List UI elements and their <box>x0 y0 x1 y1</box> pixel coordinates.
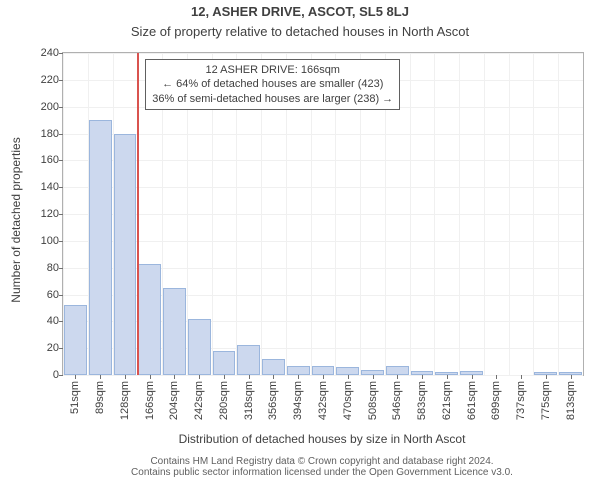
y-tick-label: 160 <box>41 154 59 166</box>
footnote-line-2: Contains public sector information licen… <box>62 467 582 478</box>
x-tick-label: 432sqm <box>317 381 329 420</box>
marker-line <box>137 53 139 375</box>
gridline-h <box>63 160 583 161</box>
x-tick-label: 813sqm <box>565 381 577 420</box>
x-tick-mark <box>422 375 423 379</box>
y-tick-label: 60 <box>47 289 59 301</box>
x-tick-mark <box>373 375 374 379</box>
x-tick-mark <box>472 375 473 379</box>
gridline-h <box>63 53 583 54</box>
y-tick-mark <box>59 375 63 376</box>
footnote-line-1: Contains HM Land Registry data © Crown c… <box>62 456 582 467</box>
annotation-box: 12 ASHER DRIVE: 166sqm← 64% of detached … <box>145 59 400 110</box>
histogram-bar <box>312 366 335 375</box>
gridline-v <box>410 53 411 375</box>
x-tick-mark <box>249 375 250 379</box>
y-tick-label: 200 <box>41 101 59 113</box>
x-tick-mark <box>125 375 126 379</box>
x-tick-label: 280sqm <box>218 381 230 420</box>
x-tick-mark <box>546 375 547 379</box>
chart-container: 12, ASHER DRIVE, ASCOT, SL5 8LJ Size of … <box>0 0 600 500</box>
x-tick-label: 775sqm <box>540 381 552 420</box>
x-tick-label: 166sqm <box>144 381 156 420</box>
gridline-v <box>459 53 460 375</box>
y-tick-label: 140 <box>41 181 59 193</box>
y-tick-label: 20 <box>47 342 59 354</box>
y-tick-label: 240 <box>41 47 59 59</box>
x-tick-label: 128sqm <box>119 381 131 420</box>
annotation-line: ← 64% of detached houses are smaller (42… <box>152 77 393 91</box>
gridline-h <box>63 187 583 188</box>
y-tick-label: 180 <box>41 128 59 140</box>
histogram-bar <box>64 305 87 375</box>
x-tick-label: 394sqm <box>292 381 304 420</box>
histogram-bar <box>287 366 310 375</box>
x-tick-mark <box>150 375 151 379</box>
histogram-bar <box>89 120 112 375</box>
histogram-bar <box>213 351 236 375</box>
annotation-line: 36% of semi-detached houses are larger (… <box>152 92 393 106</box>
histogram-bar <box>237 345 260 375</box>
x-tick-mark <box>298 375 299 379</box>
x-tick-mark <box>323 375 324 379</box>
x-tick-mark <box>75 375 76 379</box>
y-tick-label: 100 <box>41 235 59 247</box>
y-tick-label: 40 <box>47 315 59 327</box>
x-tick-mark <box>100 375 101 379</box>
histogram-bar <box>138 264 161 375</box>
y-tick-label: 80 <box>47 262 59 274</box>
x-tick-mark <box>447 375 448 379</box>
gridline-v <box>484 53 485 375</box>
x-tick-mark <box>496 375 497 379</box>
x-tick-label: 621sqm <box>441 381 453 420</box>
x-tick-label: 699sqm <box>490 381 502 420</box>
histogram-bar <box>386 366 409 375</box>
x-tick-mark <box>273 375 274 379</box>
x-tick-label: 51sqm <box>69 381 81 414</box>
annotation-line: 12 ASHER DRIVE: 166sqm <box>152 63 393 77</box>
gridline-h <box>63 134 583 135</box>
x-tick-mark <box>224 375 225 379</box>
histogram-bar <box>163 288 186 375</box>
gridline-h <box>63 214 583 215</box>
page-title: 12, ASHER DRIVE, ASCOT, SL5 8LJ <box>0 4 600 19</box>
x-tick-mark <box>397 375 398 379</box>
x-tick-label: 204sqm <box>168 381 180 420</box>
y-tick-label: 220 <box>41 74 59 86</box>
x-tick-label: 737sqm <box>515 381 527 420</box>
gridline-h <box>63 241 583 242</box>
x-axis-label: Distribution of detached houses by size … <box>62 432 582 446</box>
x-tick-label: 508sqm <box>367 381 379 420</box>
x-tick-label: 546sqm <box>391 381 403 420</box>
gridline-v <box>533 53 534 375</box>
x-tick-label: 89sqm <box>94 381 106 414</box>
x-tick-mark <box>571 375 572 379</box>
plot-area: 02040608010012014016018020022024051sqm89… <box>62 52 584 376</box>
histogram-bar <box>336 367 359 375</box>
x-tick-mark <box>174 375 175 379</box>
gridline-v <box>434 53 435 375</box>
histogram-bar <box>114 134 137 376</box>
footnote: Contains HM Land Registry data © Crown c… <box>62 456 582 478</box>
gridline-v <box>558 53 559 375</box>
y-tick-label: 120 <box>41 208 59 220</box>
x-tick-label: 583sqm <box>416 381 428 420</box>
x-tick-label: 318sqm <box>243 381 255 420</box>
x-tick-label: 470sqm <box>342 381 354 420</box>
x-tick-mark <box>199 375 200 379</box>
gridline-v <box>509 53 510 375</box>
x-tick-label: 242sqm <box>193 381 205 420</box>
chart-subtitle: Size of property relative to detached ho… <box>0 24 600 39</box>
x-tick-label: 356sqm <box>267 381 279 420</box>
x-tick-mark <box>521 375 522 379</box>
histogram-bar <box>188 319 211 375</box>
x-tick-mark <box>348 375 349 379</box>
histogram-bar <box>262 359 285 375</box>
x-tick-label: 661sqm <box>466 381 478 420</box>
y-axis-label: Number of detached properties <box>9 59 23 381</box>
